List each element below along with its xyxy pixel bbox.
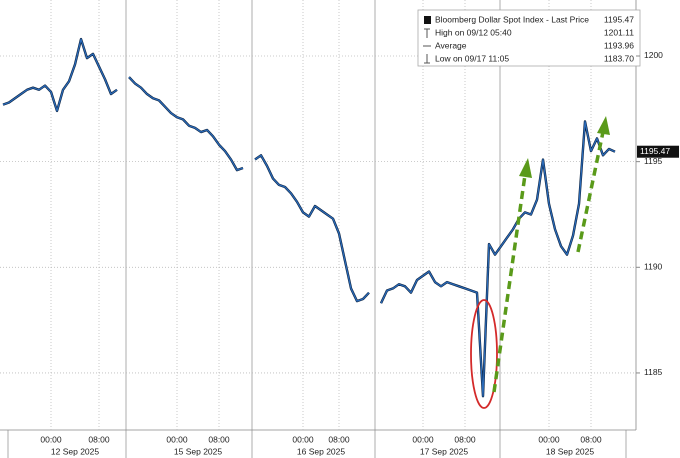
legend-value: 1201.11 [604, 27, 634, 37]
arrow-head [519, 158, 532, 178]
x-tick-label: 00:00 [40, 434, 62, 444]
highlight-ellipse [470, 299, 498, 409]
y-tick-label: 1190 [644, 262, 663, 272]
x-tick-label: 08:00 [208, 434, 230, 444]
trend-arrow [492, 174, 527, 393]
x-tick-label: 08:00 [580, 434, 602, 444]
legend-box [417, 9, 641, 67]
legend: Bloomberg Dollar Spot Index - Last Price… [417, 9, 641, 67]
last-price-label: 1195.47 [640, 146, 670, 156]
date-label: 17 Sep 2025 [420, 446, 468, 456]
x-tick-label: 00:00 [292, 434, 314, 444]
price-line [2, 38, 616, 397]
last-price-tag [637, 145, 679, 158]
x-tick-label: 08:00 [328, 434, 350, 444]
legend-value: 1183.70 [604, 53, 634, 63]
y-tick-label: 1185 [644, 367, 663, 377]
plot [0, 0, 636, 430]
x-tick-label: 00:00 [166, 434, 188, 444]
date-label: 16 Sep 2025 [297, 446, 345, 456]
x-tick-label: 08:00 [88, 434, 110, 444]
legend-label: Low on 09/17 11:05 [435, 53, 509, 63]
legend-value: 1195.47 [604, 14, 634, 24]
annotations [470, 116, 610, 409]
legend-value: 1193.96 [604, 40, 634, 50]
y-tick-label: 1200 [644, 50, 663, 60]
legend-label: High on 09/12 05:40 [435, 27, 512, 37]
x-tick-label: 00:00 [412, 434, 434, 444]
legend-label: Average [435, 40, 467, 50]
date-label: 15 Sep 2025 [174, 446, 222, 456]
x-tick-label: 08:00 [454, 434, 476, 444]
legend-label: Bloomberg Dollar Spot Index - Last Price [435, 14, 589, 24]
date-label: 12 Sep 2025 [51, 446, 99, 456]
date-label: 18 Sep 2025 [546, 446, 594, 456]
day-separators [7, 0, 627, 458]
legend-swatch [424, 16, 431, 24]
x-tick-label: 00:00 [538, 434, 560, 444]
trend-arrow [576, 131, 605, 253]
arrow-head [597, 116, 610, 135]
y-tick-label: 1195 [644, 156, 663, 166]
